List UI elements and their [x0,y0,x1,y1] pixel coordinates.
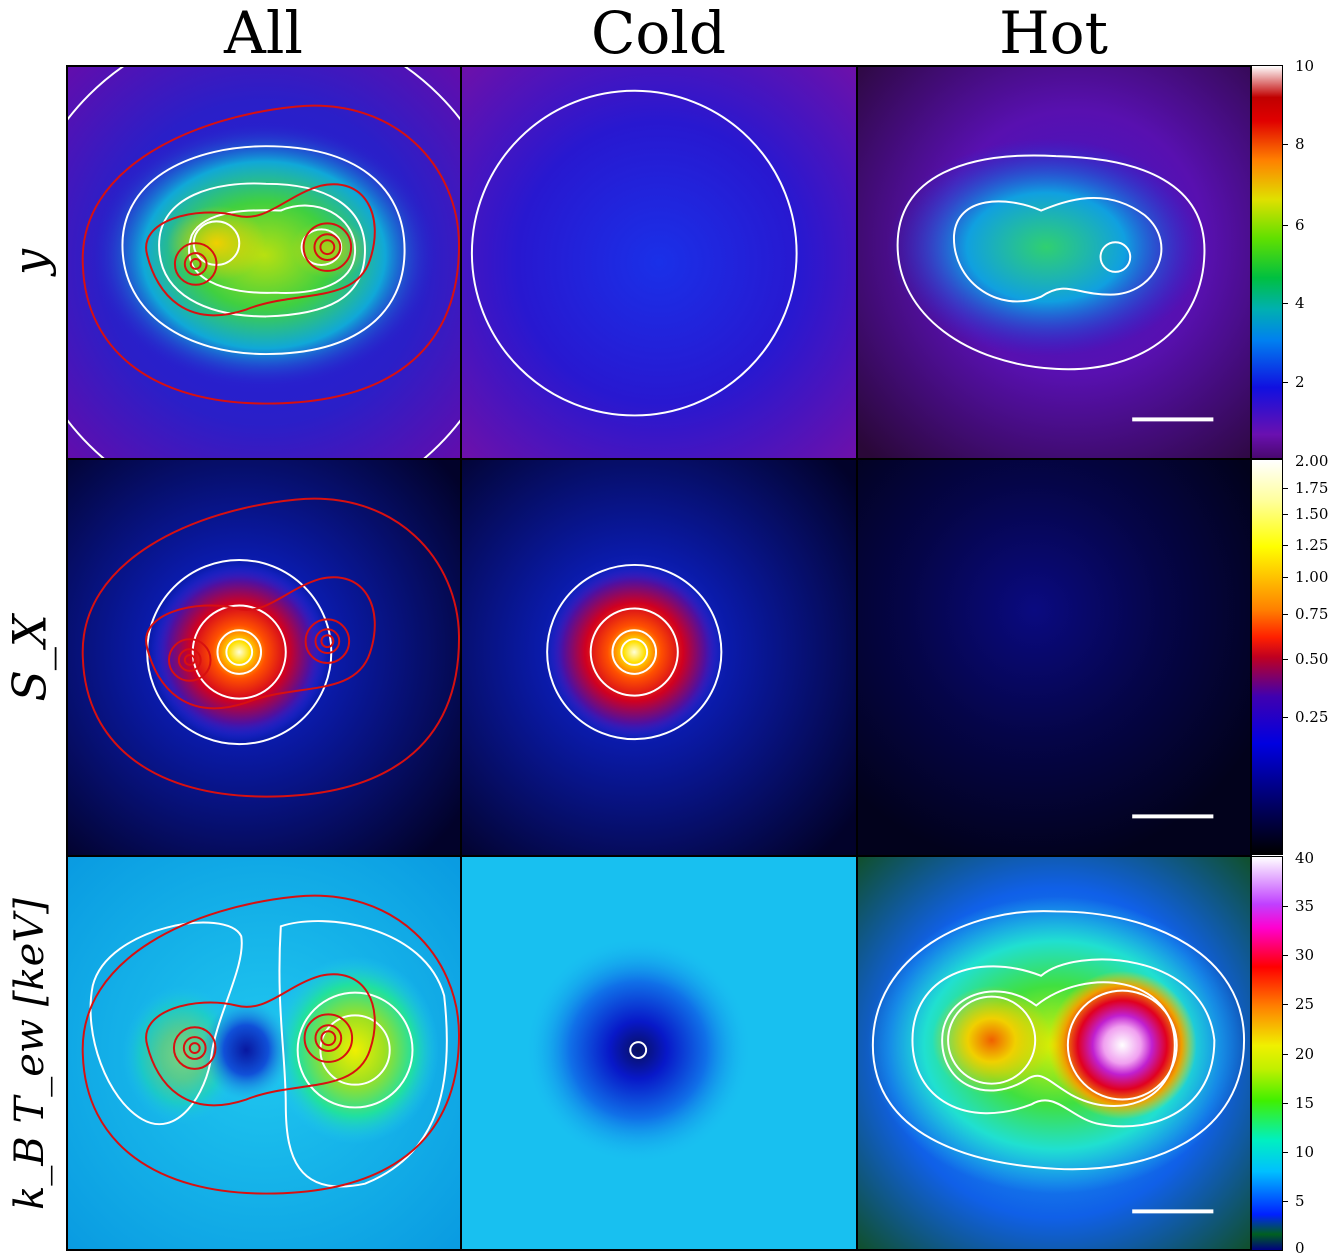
scale-bar-temperature [1132,1209,1214,1214]
tick-label: 4 [1295,294,1305,312]
tick-label: 1.75 [1295,479,1329,497]
colorbar-temperature [1251,856,1283,1251]
map-y-hot [856,65,1252,460]
tick-label: 1.50 [1295,505,1329,523]
tick-label: 2 [1295,373,1305,391]
map-temperature-cold [460,855,858,1251]
tick-label: 8 [1295,135,1305,153]
column-title-hot: Hot [999,0,1108,67]
tick-label: 30 [1295,946,1315,964]
map-sx-cold [460,458,858,857]
tick-label: 0.50 [1295,650,1329,668]
scale-bar-sx [1132,814,1214,819]
tick-label: 0.75 [1295,605,1329,623]
tick-label: 6 [1295,216,1305,234]
column-title-all: All [224,0,303,67]
tick-label: 15 [1295,1094,1315,1112]
column-title-cold: Cold [591,0,726,67]
tick-label: 25 [1295,995,1315,1013]
row-label-temperature: k_B T_ew [keV] [0,856,60,1251]
scale-bar-y [1132,417,1214,422]
colorbar-sx [1251,459,1283,855]
tick-label: 1.00 [1295,568,1329,586]
map-temperature-all [66,855,462,1251]
tick-label: 35 [1295,897,1315,915]
map-y-cold [460,65,858,460]
colorbar-y [1251,65,1283,459]
row-label-y: y [0,65,60,459]
tick-label: 10 [1295,1143,1315,1161]
tick-label: 1.25 [1295,536,1329,554]
tick-label: 0.25 [1295,708,1329,726]
row-label-temperature-text: k_B T_ew [keV] [7,897,54,1210]
row-label-sx-text: S_X [3,613,58,702]
tick-label: 0 [1295,1239,1305,1257]
map-sx-hot [856,458,1252,857]
tick-label: 10 [1295,57,1315,75]
map-sx-all [66,458,462,857]
tick-label: 5 [1295,1192,1305,1210]
map-temperature-hot [856,855,1252,1251]
tick-label: 20 [1295,1045,1315,1063]
row-label-y-text: y [3,249,57,275]
map-y-all [66,65,462,460]
row-label-sx: S_X [0,459,60,856]
tick-label: 40 [1295,849,1315,867]
tick-label: 2.00 [1295,452,1329,470]
